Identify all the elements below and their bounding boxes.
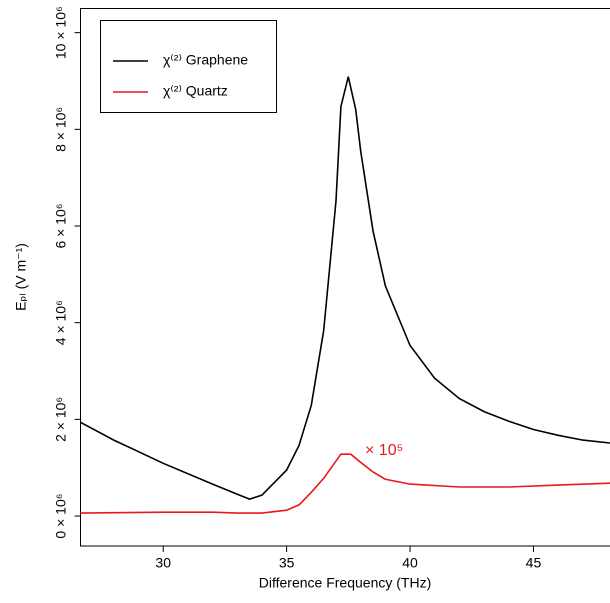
y-tick-label: 8 × 10⁶ (53, 107, 69, 152)
legend-label: χ⁽²⁾ Quartz (163, 83, 228, 99)
y-tick-label: 4 × 10⁶ (53, 300, 69, 345)
y-axis-label: Eₚₗ (V m⁻¹) (13, 243, 29, 311)
y-tick-label: 2 × 10⁶ (53, 397, 69, 442)
x-tick-label: 35 (279, 555, 295, 571)
series-line (81, 454, 610, 513)
x-tick-label: 30 (155, 555, 171, 571)
annotation: × 10⁵ (365, 442, 403, 459)
y-tick-label: 6 × 10⁶ (53, 203, 69, 248)
x-axis-label: Difference Frequency (THz) (259, 575, 431, 591)
x-tick-label: 40 (402, 555, 418, 571)
y-tick-label: 10 × 10⁶ (53, 6, 69, 59)
series-line (81, 77, 610, 499)
y-tick-label: 0 × 10⁶ (53, 493, 69, 538)
x-tick-label: 45 (526, 555, 542, 571)
legend-label: χ⁽²⁾ Graphene (163, 52, 248, 68)
